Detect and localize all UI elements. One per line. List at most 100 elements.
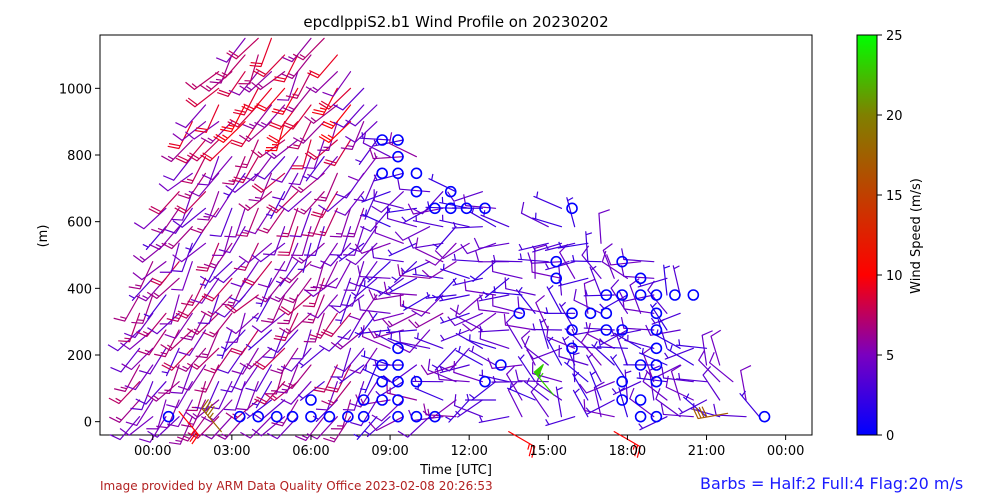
barb-full	[281, 73, 293, 79]
barb-full	[148, 208, 160, 215]
barb-full	[345, 119, 356, 127]
barb-full	[325, 389, 338, 393]
colorbar-tick-label: 0	[886, 429, 894, 444]
wind-barb	[637, 277, 668, 288]
wind-barb	[454, 312, 483, 327]
barb-full	[200, 310, 212, 318]
calm-wind-marker	[392, 342, 404, 355]
barb-half	[545, 307, 549, 314]
barb-full	[323, 161, 335, 167]
wind-barb	[184, 191, 207, 214]
barb-full	[329, 235, 342, 238]
barb-half	[527, 443, 531, 450]
barb-full	[175, 157, 187, 164]
barb-half	[479, 416, 483, 423]
wind-barb	[209, 139, 233, 162]
barb-half	[308, 302, 316, 305]
wind-barb	[701, 334, 708, 366]
barb-full	[139, 438, 151, 443]
wind-barb	[314, 226, 325, 256]
barb-full	[262, 356, 274, 359]
barb-half	[347, 145, 354, 148]
wind-barb	[359, 137, 391, 141]
barb-full	[322, 328, 334, 335]
x-axis-label: Time [UTC]	[419, 463, 492, 478]
calm-wind-marker	[634, 410, 647, 423]
colorbar-tick-label: 10	[886, 269, 903, 284]
wind-barb	[373, 139, 404, 147]
barb-full	[190, 298, 203, 304]
barb-full	[449, 307, 460, 315]
wind-barb	[218, 381, 233, 410]
wind-barb	[573, 299, 602, 314]
barb-full	[168, 143, 181, 147]
barb-half	[471, 345, 475, 353]
barb-legend-note: Barbs = Half:2 Full:4 Flag:20 m/s	[700, 474, 964, 493]
barb-full	[313, 109, 325, 113]
barb-full	[291, 256, 302, 264]
wind-barb	[268, 261, 286, 288]
barb-half	[276, 368, 284, 372]
colorbar-tick-label: 20	[886, 109, 903, 124]
barb-full	[649, 365, 661, 371]
wind-barb	[201, 277, 220, 304]
calm-wind-marker	[600, 324, 613, 336]
barb-half	[453, 221, 456, 229]
barb-full	[197, 322, 210, 325]
barb-full	[124, 332, 136, 339]
barb-half	[545, 418, 550, 425]
wind-barb	[412, 242, 444, 249]
wind-barb	[156, 277, 180, 299]
wind-barb	[261, 399, 286, 421]
barb-full	[238, 255, 249, 264]
barb-full	[427, 358, 431, 371]
wind-barb	[428, 178, 457, 193]
barb-half	[673, 265, 680, 270]
barb-full	[207, 405, 215, 416]
barb-half	[168, 242, 175, 247]
calm-wind-marker	[342, 410, 354, 423]
barb-half	[209, 412, 214, 419]
barb-full	[397, 430, 409, 438]
wind-barb	[367, 261, 391, 283]
calm-wind-marker	[650, 307, 663, 320]
barb-half	[458, 328, 462, 336]
wind-barb	[665, 386, 694, 401]
barb-half	[124, 337, 131, 340]
barb-half	[558, 241, 562, 248]
barb-full	[527, 252, 533, 264]
wind-barb	[341, 347, 352, 378]
barb-half	[619, 387, 626, 392]
barb-full	[348, 315, 361, 321]
wind-barb	[535, 302, 549, 331]
barb-full	[222, 182, 234, 185]
calm-wind-marker	[410, 410, 423, 423]
wind-barb	[264, 156, 286, 180]
wind-barb	[287, 294, 312, 316]
wind-barb	[491, 291, 523, 296]
barb-half	[663, 265, 671, 269]
barb-full	[136, 331, 148, 338]
barb-full	[187, 328, 198, 335]
wind-barb	[273, 329, 286, 359]
wind-barb	[399, 188, 431, 193]
barb-full	[275, 391, 287, 394]
x-tick-label: 15:00	[530, 444, 567, 459]
wind-barb	[313, 139, 325, 169]
wind-barb	[618, 387, 629, 418]
barb-full	[692, 407, 699, 419]
wind-barb	[401, 261, 431, 275]
calm-wind-marker	[687, 289, 700, 301]
barb-full	[196, 127, 208, 131]
barb-full	[311, 111, 324, 116]
wind-barb	[323, 364, 338, 393]
barb-full	[278, 204, 289, 212]
barb-half	[391, 276, 398, 281]
wind-barb	[439, 294, 470, 302]
wind-barb	[235, 207, 246, 238]
wind-barb	[662, 377, 694, 383]
wind-barb	[530, 328, 563, 331]
barb-half	[632, 443, 636, 450]
wind-barb	[546, 336, 576, 349]
barb-full	[583, 399, 586, 411]
